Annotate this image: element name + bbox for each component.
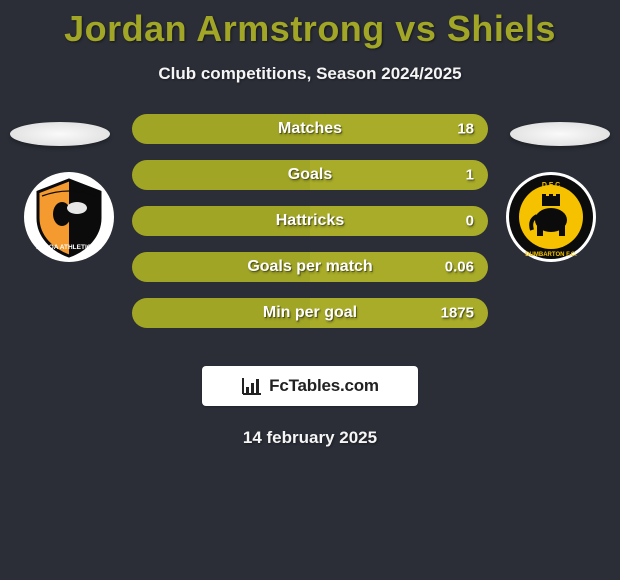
svg-text:D F C: D F C (542, 182, 560, 189)
page-title: Jordan Armstrong vs Shiels (0, 0, 620, 50)
svg-text:ALLOA ATHLETIC FC: ALLOA ATHLETIC FC (36, 244, 102, 251)
stat-row: Matches 18 (132, 114, 488, 144)
stat-row: Goals 1 (132, 160, 488, 190)
stat-label: Goals per match (247, 258, 372, 276)
club-right-badge: D F C DUMBARTON F.C. (504, 170, 598, 264)
stat-value-right: 1 (466, 167, 474, 184)
subtitle: Club competitions, Season 2024/2025 (0, 64, 620, 84)
stat-label: Goals (288, 166, 332, 184)
stat-value-right: 0 (466, 213, 474, 230)
comparison-layout: ALLOA ATHLETIC FC D F C DUMBARTON F.C. M… (0, 114, 620, 354)
stat-value-right: 18 (457, 121, 474, 138)
club-left-badge: ALLOA ATHLETIC FC (22, 170, 116, 264)
alloa-badge-icon: ALLOA ATHLETIC FC (22, 170, 116, 264)
bar-chart-icon (241, 376, 263, 396)
stat-row: Hattricks 0 (132, 206, 488, 236)
stat-label: Matches (278, 120, 342, 138)
stat-label: Hattricks (276, 212, 344, 230)
brand-text: FcTables.com (269, 376, 379, 396)
player-right-photo-placeholder (510, 122, 610, 146)
stat-row: Goals per match 0.06 (132, 252, 488, 282)
stat-value-right: 0.06 (445, 259, 474, 276)
stat-row: Min per goal 1875 (132, 298, 488, 328)
date-text: 14 february 2025 (0, 428, 620, 448)
stats-table: Matches 18 Goals 1 Hattricks 0 Goals per match… (132, 114, 488, 344)
stat-value-right: 1875 (441, 305, 474, 322)
player-left-photo-placeholder (10, 122, 110, 146)
brand-box[interactable]: FcTables.com (202, 366, 418, 406)
stat-label: Min per goal (263, 304, 357, 322)
dumbarton-badge-icon: D F C DUMBARTON F.C. (504, 170, 598, 264)
svg-text:DUMBARTON F.C.: DUMBARTON F.C. (525, 252, 577, 258)
